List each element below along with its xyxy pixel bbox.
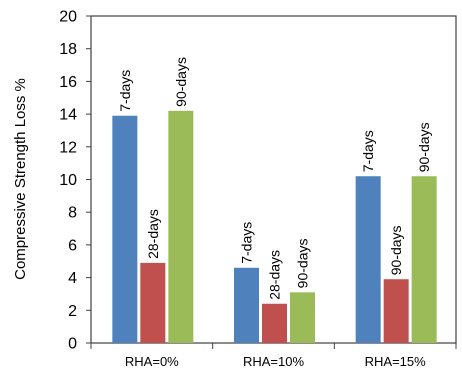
bar-90-days-2 (411, 176, 437, 343)
y-axis-title: Compressive Strength Loss % (12, 78, 29, 280)
bar-data-label: 7-days (239, 222, 255, 264)
bar-data-label: 7-days (117, 70, 133, 112)
y-tick-label: 16 (59, 74, 77, 91)
bar-data-label: 90-days (173, 57, 189, 107)
y-tick-label: 4 (68, 270, 77, 287)
y-tick-label: 14 (59, 107, 77, 124)
bar-28-days-1 (262, 303, 287, 343)
bar-7-days-2 (355, 176, 381, 343)
bar-data-label: 90-days (388, 225, 404, 275)
y-tick-label: 0 (68, 336, 77, 353)
y-tick-label: 6 (68, 237, 77, 254)
bar-data-label: 28-days (267, 250, 283, 300)
bar-labels-layer: 7-days 28-days 90-days 7-days 28-days 90-days… (117, 57, 432, 300)
bar-90-days-1 (290, 292, 315, 343)
y-tick-label: 12 (59, 139, 77, 156)
y-tick-label: 18 (59, 41, 77, 58)
y-tick-label: 2 (68, 303, 77, 320)
y-tick-label: 8 (68, 205, 77, 222)
category-label: RHA=10% (243, 354, 304, 369)
bar-data-label: 90-days (295, 239, 311, 289)
bars-layer (112, 110, 437, 343)
bar-28-days-2 (383, 279, 409, 343)
category-label: RHA=15% (365, 354, 426, 369)
bar-data-label: 28-days (145, 209, 161, 259)
bar-90-days-0 (168, 110, 194, 343)
y-tick-label: 10 (59, 172, 77, 189)
x-axis: RHA=0% RHA=10% RHA=15% (90, 343, 457, 369)
bar-7-days-1 (234, 267, 259, 343)
y-tick-label: 20 (59, 9, 77, 26)
category-label: RHA=0% (125, 354, 179, 369)
bar-data-label: 7-days (360, 130, 376, 172)
bar-28-days-0 (140, 262, 166, 343)
bar-data-label: 90-days (416, 122, 432, 172)
y-axis: 0 2 4 6 8 10 12 14 16 18 20 (59, 9, 91, 353)
bar-7-days-0 (112, 115, 138, 343)
